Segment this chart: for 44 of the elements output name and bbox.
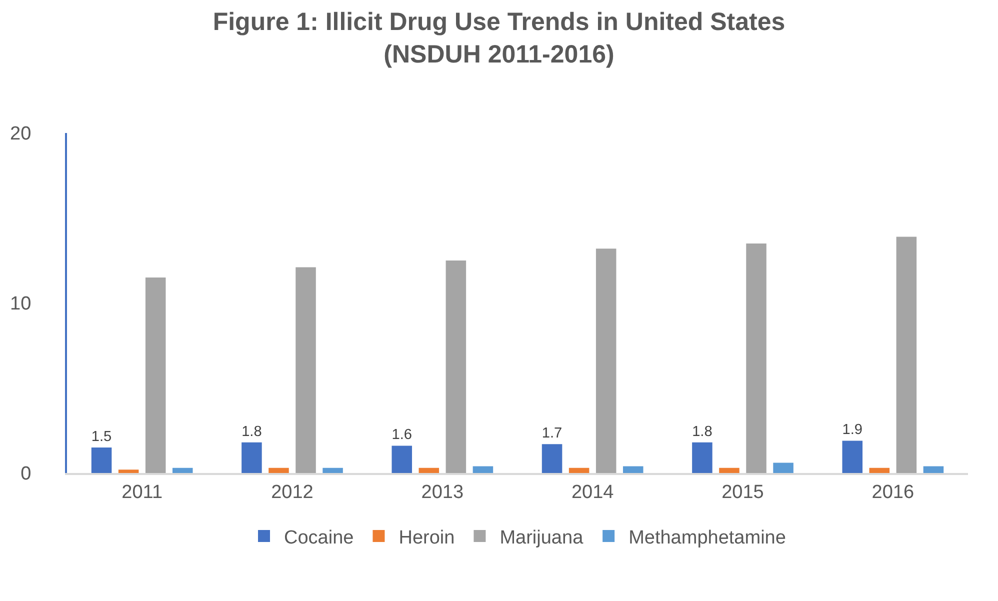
bar <box>542 444 562 473</box>
x-tick-label: 2013 <box>421 482 464 503</box>
y-tick-label: 10 <box>10 294 32 315</box>
bar <box>472 466 494 473</box>
bar <box>622 466 644 473</box>
bar <box>322 468 343 473</box>
bar <box>896 236 917 473</box>
bar <box>719 468 740 473</box>
data-label: 1.8 <box>692 424 712 440</box>
bar <box>923 466 944 473</box>
x-tick-label: 2014 <box>571 482 614 503</box>
data-label: 1.8 <box>242 424 262 440</box>
bar <box>268 468 289 473</box>
bar <box>692 442 712 473</box>
bar <box>118 470 139 473</box>
bar <box>596 248 616 473</box>
bar <box>418 468 440 473</box>
bar <box>773 462 794 473</box>
data-label: 1.5 <box>91 428 112 445</box>
y-tick-label: 0 <box>20 464 32 485</box>
bar <box>568 468 590 473</box>
data-label: 1.9 <box>842 422 862 438</box>
bar <box>392 446 412 473</box>
bar <box>746 244 766 473</box>
bar <box>145 278 166 473</box>
chart-title: Figure 1: Illicit Drug Use Trends in United States (NSDUH 2011-2016) <box>212 8 786 69</box>
data-label: 1.6 <box>392 427 412 444</box>
x-tick-label: 2011 <box>122 482 163 503</box>
bar <box>172 468 193 473</box>
x-tick-label: 2016 <box>872 482 914 503</box>
bar <box>91 448 112 473</box>
bar <box>242 442 262 473</box>
bar <box>446 260 466 473</box>
bar <box>869 468 890 473</box>
legend-label: Methamphetamine <box>628 527 786 548</box>
legend-label: Heroin <box>398 527 455 548</box>
bar <box>842 440 863 473</box>
x-tick-label: 2015 <box>722 482 764 503</box>
legend-label: Marijuana <box>500 527 584 548</box>
data-label: 1.7 <box>542 425 562 442</box>
y-tick-label: 20 <box>10 124 32 145</box>
x-tick-label: 2012 <box>271 482 314 503</box>
bar <box>296 267 316 473</box>
legend-label: Cocaine <box>284 527 354 548</box>
